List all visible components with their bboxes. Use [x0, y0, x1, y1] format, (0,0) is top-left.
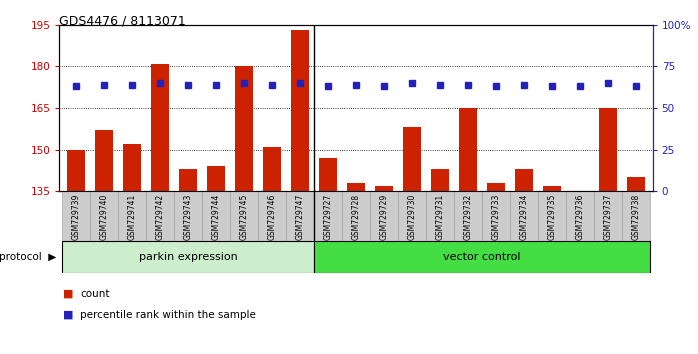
Text: GSM729746: GSM729746 [267, 194, 276, 240]
Bar [510, 191, 538, 241]
Text: GSM729732: GSM729732 [463, 194, 473, 240]
Bar [151, 64, 169, 191]
Text: GSM729736: GSM729736 [575, 194, 584, 240]
Bar [146, 191, 174, 241]
Bar [123, 144, 141, 191]
Text: GSM729728: GSM729728 [352, 194, 360, 240]
Bar [459, 108, 477, 191]
Bar [202, 191, 230, 241]
Bar [291, 30, 309, 191]
Bar [543, 185, 561, 191]
Text: GSM729743: GSM729743 [184, 194, 193, 240]
Bar [263, 147, 281, 191]
Bar [314, 191, 342, 241]
Bar [230, 191, 258, 241]
Bar [174, 191, 202, 241]
Text: ■: ■ [63, 289, 73, 299]
Bar [258, 191, 286, 241]
Bar [347, 183, 365, 191]
Bar [482, 191, 510, 241]
Bar [207, 166, 225, 191]
Text: parkin expression: parkin expression [139, 252, 237, 262]
Text: GDS4476 / 8113071: GDS4476 / 8113071 [59, 14, 186, 27]
Bar [566, 191, 594, 241]
Bar [319, 158, 337, 191]
Text: GSM729742: GSM729742 [156, 194, 165, 240]
Bar [627, 177, 645, 191]
Bar [314, 241, 650, 273]
Text: GSM729733: GSM729733 [491, 194, 500, 240]
Bar [515, 169, 533, 191]
Bar [235, 66, 253, 191]
Bar [398, 191, 426, 241]
Text: vector control: vector control [443, 252, 521, 262]
Bar [62, 191, 90, 241]
Text: ■: ■ [63, 310, 73, 320]
Bar [599, 108, 617, 191]
Bar [426, 191, 454, 241]
Bar [90, 191, 118, 241]
Text: GSM729731: GSM729731 [436, 194, 445, 240]
Bar [403, 127, 421, 191]
Bar [370, 191, 398, 241]
Bar [179, 169, 197, 191]
Bar [67, 149, 85, 191]
Text: GSM729735: GSM729735 [547, 194, 556, 240]
Bar [454, 191, 482, 241]
Text: GSM729741: GSM729741 [128, 194, 137, 240]
Bar [375, 185, 393, 191]
Text: GSM729737: GSM729737 [603, 194, 612, 240]
Bar [622, 191, 650, 241]
Text: GSM729747: GSM729747 [295, 194, 304, 240]
Bar [538, 191, 566, 241]
Bar [594, 191, 622, 241]
Text: GSM729727: GSM729727 [323, 194, 332, 240]
Text: GSM729740: GSM729740 [100, 194, 109, 240]
Text: GSM729738: GSM729738 [631, 194, 640, 240]
Text: protocol  ▶: protocol ▶ [0, 252, 56, 262]
Bar [62, 241, 314, 273]
Text: GSM729745: GSM729745 [239, 194, 248, 240]
Text: percentile rank within the sample: percentile rank within the sample [80, 310, 256, 320]
Text: count: count [80, 289, 110, 299]
Bar [95, 130, 113, 191]
Bar [431, 169, 449, 191]
Text: GSM729729: GSM729729 [380, 194, 389, 240]
Text: GSM729744: GSM729744 [211, 194, 221, 240]
Bar [342, 191, 370, 241]
Bar [286, 191, 314, 241]
Bar [487, 183, 505, 191]
Text: GSM729734: GSM729734 [519, 194, 528, 240]
Text: GSM729730: GSM729730 [408, 194, 417, 240]
Text: GSM729739: GSM729739 [72, 194, 81, 240]
Bar [118, 191, 146, 241]
